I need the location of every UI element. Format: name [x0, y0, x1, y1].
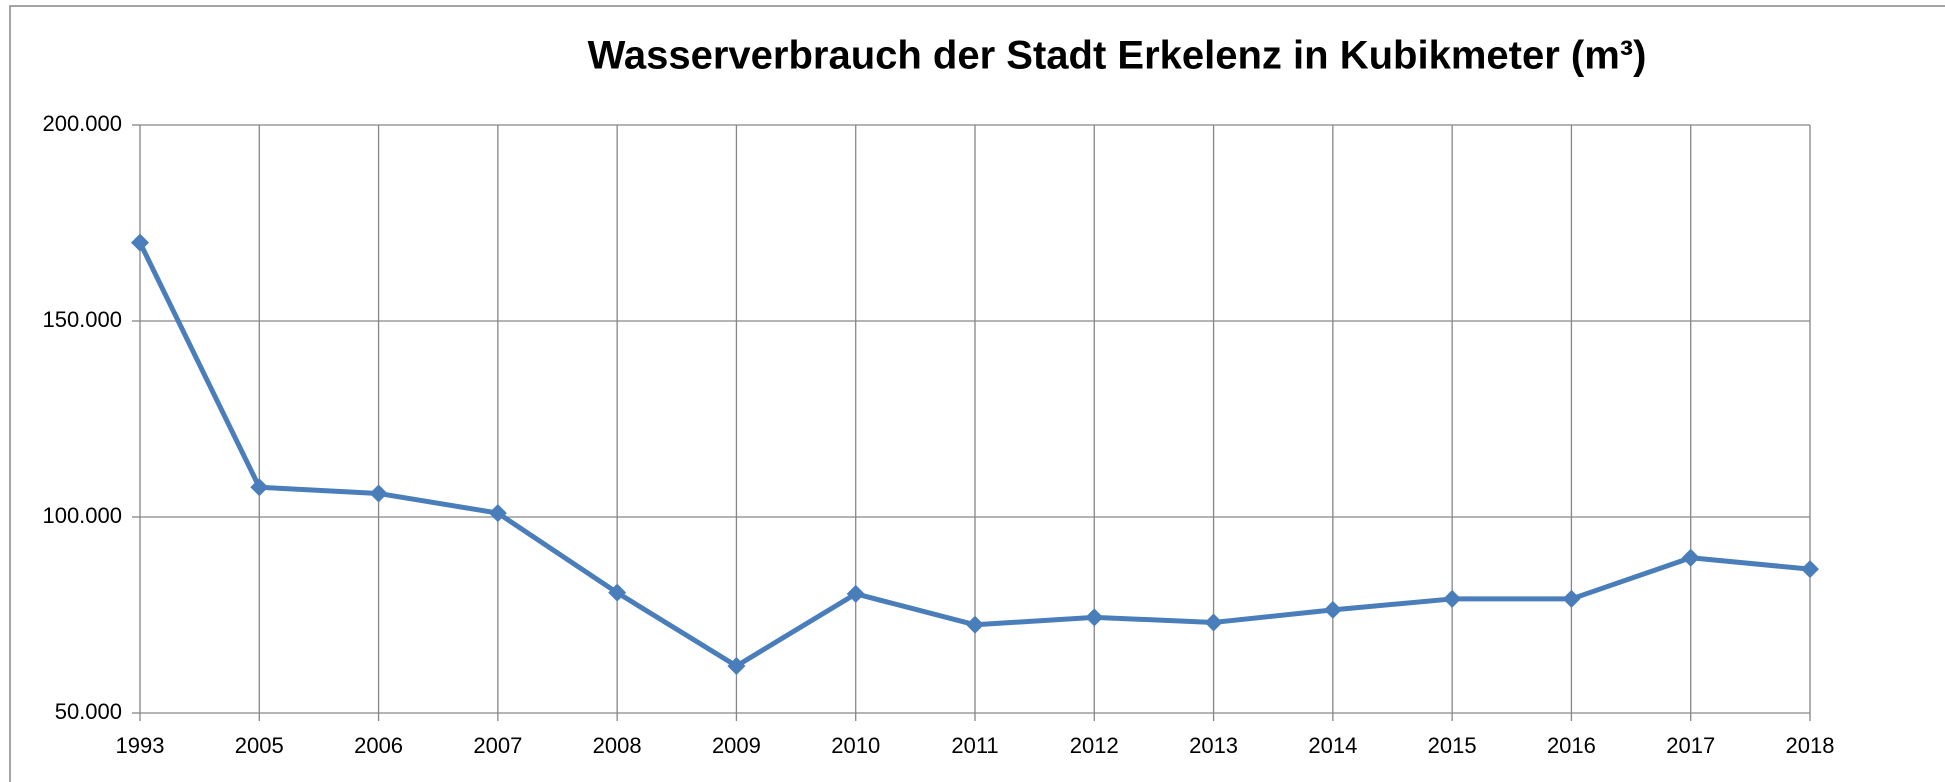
data-point	[608, 583, 627, 602]
y-tick-label: 100.000	[42, 503, 122, 528]
x-tick-label: 2018	[1786, 733, 1835, 758]
data-point	[1204, 613, 1223, 632]
data-point	[1801, 560, 1819, 579]
x-tick-label: 2017	[1666, 733, 1715, 758]
chart-title: Wasserverbrauch der Stadt Erkelenz in Ku…	[588, 34, 1647, 78]
x-tick-label: 2013	[1189, 733, 1238, 758]
data-point	[369, 484, 388, 503]
x-tick-label: 1993	[116, 733, 165, 758]
data-point	[131, 233, 149, 252]
data-point	[846, 584, 865, 603]
x-tick-label: 2007	[473, 733, 522, 758]
data-point	[1443, 589, 1462, 608]
y-tick-label: 50.000	[55, 699, 122, 724]
y-tick-label: 200.000	[42, 111, 122, 136]
data-point	[1323, 600, 1342, 619]
y-tick-label: 150.000	[42, 307, 122, 332]
x-tick-label: 2006	[354, 733, 403, 758]
data-point	[1085, 608, 1104, 627]
x-tick-label: 2011	[951, 733, 998, 758]
x-tick-label: 2012	[1070, 733, 1119, 758]
data-point	[250, 478, 269, 497]
data-point	[1562, 589, 1581, 608]
data-point	[727, 656, 746, 675]
x-tick-label: 2010	[831, 733, 880, 758]
x-tick-label: 2014	[1308, 733, 1357, 758]
data-point	[488, 504, 507, 523]
data-point	[966, 615, 984, 634]
data-point	[1681, 548, 1700, 567]
x-tick-label: 2009	[712, 733, 761, 758]
chart-frame	[9, 5, 1945, 782]
x-tick-label: 2005	[235, 733, 284, 758]
x-tick-label: 2016	[1547, 733, 1596, 758]
x-tick-label: 2015	[1428, 733, 1477, 758]
x-tick-label: 2008	[593, 733, 642, 758]
